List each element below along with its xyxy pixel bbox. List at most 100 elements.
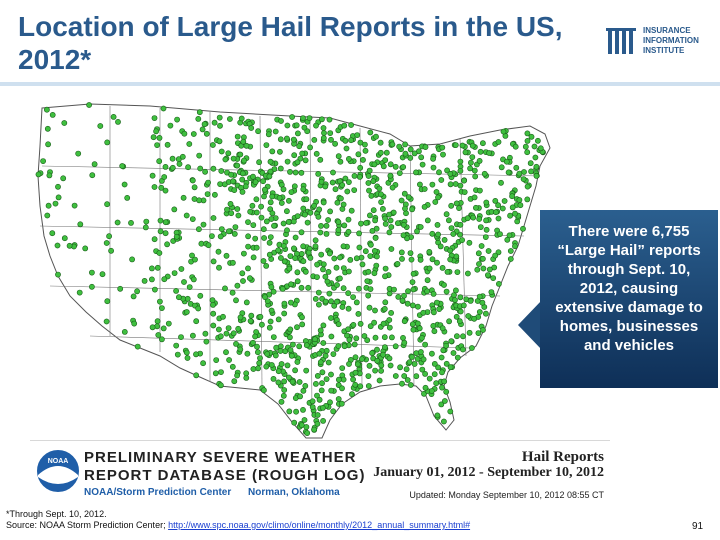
page-title: Location of Large Hail Reports in the US… [18,11,563,75]
hail-report-marker [440,418,447,425]
hail-report-marker [294,269,301,276]
hail-report-marker [409,321,416,328]
hail-report-marker [507,248,514,254]
hail-report-marker [213,357,220,363]
hail-report-marker [311,137,318,143]
hail-report-marker [351,341,358,348]
hail-report-marker [202,330,209,337]
hail-report-marker [114,219,121,226]
hail-report-marker [215,326,222,333]
hail-report-marker [364,337,371,344]
hail-report-marker [338,400,345,407]
hail-report-marker [369,350,375,356]
hail-report-marker [283,135,290,142]
hail-report-marker [314,372,321,379]
hail-report-marker [380,351,386,358]
hail-report-marker [386,211,393,218]
hail-report-marker [264,298,271,304]
hail-report-marker [218,226,225,232]
hail-report-marker [300,258,307,265]
hail-report-marker [477,224,484,230]
hail-report-marker [255,128,261,135]
noaa-logo-text: NOAA [48,458,69,465]
hail-report-marker [329,179,336,186]
hail-report-marker [320,261,327,268]
hail-report-marker [173,342,180,349]
hail-report-marker [35,171,42,178]
hail-report-marker [319,369,326,376]
hail-report-marker [445,217,452,224]
hail-report-marker [297,393,303,400]
hail-report-marker [162,219,169,226]
hail-report-marker [61,235,68,242]
hail-report-marker [524,196,531,203]
hail-report-marker [298,229,305,236]
hail-report-marker [216,114,223,121]
hail-report-marker [209,142,216,148]
source-link[interactable]: http://www.spc.noaa.gov/climo/online/mon… [168,520,471,530]
hail-report-marker [509,193,515,200]
hail-report-marker [314,274,320,280]
hail-report-marker [387,217,394,224]
hail-report-marker [161,174,168,180]
hail-report-marker [312,380,319,387]
hail-report-marker [266,173,273,180]
hail-report-marker [366,304,373,311]
hail-report-marker [299,150,306,157]
hail-report-marker [396,143,403,150]
hail-report-marker [350,294,356,300]
hail-report-marker [399,255,405,262]
hail-report-marker [335,153,342,160]
hail-report-marker [363,220,369,226]
hail-report-marker [434,259,440,266]
hail-report-marker [448,225,455,231]
hail-report-marker [335,227,342,233]
hail-report-marker [278,361,285,367]
hail-report-marker [296,343,303,350]
hail-report-marker [257,355,263,361]
hail-report-marker [270,288,277,295]
hail-report-marker [263,262,270,269]
hail-report-marker [315,171,322,177]
hail-report-marker [386,229,393,236]
hail-report-marker [229,289,236,296]
hail-report-marker [40,158,46,164]
hail-report-marker [355,285,362,292]
hail-report-marker [158,184,165,191]
hail-report-marker [278,118,284,124]
hail-report-marker [197,292,204,299]
hail-report-marker [431,328,438,335]
hail-report-marker [227,201,234,207]
hail-report-marker [60,175,67,182]
hail-report-marker [190,276,197,283]
hail-report-marker [239,270,246,277]
hail-report-marker [173,287,179,294]
hail-report-marker [520,176,527,182]
hail-report-marker [381,334,388,341]
hail-report-marker [395,293,402,300]
hail-report-marker [197,165,204,172]
hail-report-marker [492,209,499,216]
hail-report-marker [428,350,435,357]
hail-report-marker [450,350,457,356]
hail-report-marker [357,164,364,171]
hail-report-marker [250,366,257,372]
hail-report-marker [303,424,310,430]
hail-report-marker [348,137,354,144]
hail-report-marker [345,228,352,235]
hail-report-marker [426,265,433,272]
hail-report-marker [226,116,233,122]
hail-report-marker [237,151,244,158]
hail-report-marker [419,366,426,373]
hail-report-marker [49,230,56,237]
hail-report-marker [333,264,340,271]
hail-report-marker [234,206,241,212]
hail-report-marker [216,138,223,145]
hail-report-marker [434,412,441,419]
hail-report-marker [438,401,445,408]
hail-report-marker [319,404,326,411]
hail-report-map [30,86,610,506]
hail-report-marker [220,313,226,320]
hail-report-marker [158,305,165,311]
hail-report-marker [200,221,207,228]
